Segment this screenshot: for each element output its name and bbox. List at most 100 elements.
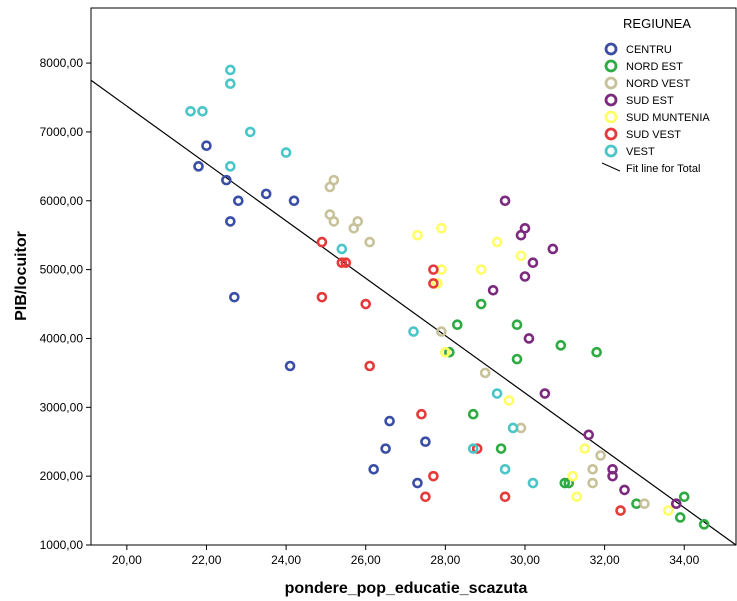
data-point-centru [193,161,204,172]
data-point-nord-est [475,298,487,310]
legend-title: REGIUNEA [623,16,691,31]
data-point-vest [467,443,479,454]
legend-label: NORD EST [626,61,683,73]
data-point-nord-vest [328,216,340,227]
legend-fit-marker [601,162,621,172]
data-point-centru [288,195,300,207]
data-point-sud-muntenia [491,236,503,248]
data-point-nord-vest [364,236,376,248]
data-point-vest [499,463,511,475]
data-point-nord-vest [595,450,606,461]
x-tick-label: 26,00 [351,553,381,567]
data-points [185,64,710,530]
x-tick-label: 32,00 [590,553,620,567]
data-point-sud-vest [364,360,376,372]
legend-label: NORD VEST [626,78,690,90]
data-point-sud-vest [316,291,328,303]
data-point-nord-est [698,519,710,530]
legend-label: SUD VEST [626,129,681,141]
data-point-nord-est [559,477,571,489]
data-point-centru [284,360,296,372]
data-point-sud-muntenia [432,278,443,289]
data-point-sud-muntenia [440,346,451,358]
x-tick-label: 28,00 [430,553,460,567]
data-point-vest [197,105,208,117]
data-point-sud-muntenia [412,229,423,241]
legend-fit-label: Fit line for Total [626,163,700,175]
x-tick-label: 20,00 [112,553,142,567]
data-point-centru [384,415,395,427]
data-point-centru [201,140,212,151]
x-tick-label: 34,00 [669,553,699,567]
data-point-nord-est [444,346,455,358]
legend-label: CENTRU [626,44,672,56]
data-point-vest [507,422,519,434]
y-tick-label: 4000,00 [40,331,84,345]
data-point-nord-est [555,340,567,351]
data-point-sud-vest [336,257,348,269]
y-tick-label: 3000,00 [40,400,84,414]
data-point-sud-muntenia [579,443,591,454]
legend: REGIUNEA CENTRU NORD EST NORD VEST SUD EST S… [601,16,710,175]
data-point-vest [244,126,256,138]
data-point-sud-vest [499,491,511,503]
data-point-centru [233,195,244,207]
legend-label: SUD EST [626,95,674,107]
data-point-sud-vest [428,264,439,275]
data-point-nord-vest [587,477,598,489]
data-point-nord-est [451,319,463,330]
x-axis: 20,00 22,00 24,00 26,00 28,00 30,00 32,00 34,00 [112,545,700,567]
data-point-nord-est [467,408,479,420]
data-point-centru [225,216,236,227]
data-point-nord-vest [352,216,364,227]
data-point-sud-vest [615,505,626,516]
data-point-sud-est [619,484,630,496]
legend-marker [604,144,618,158]
data-point-sud-muntenia [567,470,579,482]
data-point-centru [420,436,431,448]
y-tick-label: 2000,00 [40,469,84,483]
legend-label: VEST [626,146,655,158]
data-point-nord-est [511,319,523,330]
data-point-vest [225,161,236,172]
data-point-vest [225,78,236,90]
data-point-nord-vest [587,463,598,475]
data-point-sud-est [670,498,682,509]
data-point-nord-est [591,346,602,358]
data-point-vest [280,147,292,158]
data-point-vest [185,105,196,117]
data-point-sud-muntenia [503,395,515,406]
data-point-sud-est [583,429,594,441]
data-point-nord-est [495,443,507,454]
data-point-nord-vest [328,174,340,186]
data-point-sud-muntenia [571,491,583,503]
data-point-sud-est [519,271,531,282]
data-point-sud-vest [428,278,439,289]
data-point-sud-muntenia [663,505,674,516]
data-point-nord-est [678,491,690,503]
data-point-sud-vest [428,470,439,482]
legend-marker [604,93,618,107]
data-point-centru [368,463,379,475]
data-point-nord-vest [479,367,491,379]
y-tick-label: 8000,00 [40,56,84,70]
data-point-sud-muntenia [515,250,527,262]
data-point-sud-est [523,333,535,344]
data-point-sud-est [607,470,618,482]
data-point-vest [336,243,348,255]
legend-marker [604,59,618,73]
legend-marker [604,110,618,124]
data-point-sud-est [519,223,531,234]
legend-marker [604,76,618,90]
data-point-nord-vest [436,326,447,337]
data-point-sud-est [487,284,499,296]
fit-line-group [90,79,737,546]
legend-marker [604,42,618,56]
data-point-sud-muntenia [436,223,447,234]
fit-line [90,79,737,546]
data-point-vest [225,64,236,76]
data-point-nord-est [674,512,686,523]
legend-marker [604,127,618,141]
data-point-sud-vest [340,257,352,269]
